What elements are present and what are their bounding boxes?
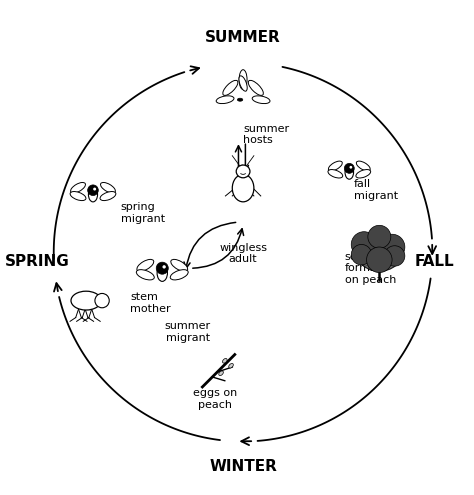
Ellipse shape [219, 371, 223, 376]
Ellipse shape [89, 187, 98, 202]
Circle shape [349, 166, 352, 169]
Ellipse shape [232, 174, 254, 202]
Ellipse shape [137, 270, 154, 280]
Circle shape [351, 245, 372, 265]
Text: stem
mother: stem mother [130, 292, 171, 314]
Text: eggs on
peach: eggs on peach [193, 389, 237, 410]
Ellipse shape [223, 80, 238, 96]
Text: fall
migrant: fall migrant [354, 179, 398, 200]
Ellipse shape [171, 259, 188, 271]
Ellipse shape [356, 161, 370, 171]
Text: WINTER: WINTER [209, 459, 277, 474]
Circle shape [368, 225, 391, 248]
Circle shape [379, 234, 405, 260]
Ellipse shape [239, 76, 247, 91]
Circle shape [344, 163, 354, 173]
Ellipse shape [345, 165, 354, 179]
Ellipse shape [237, 98, 243, 101]
Ellipse shape [70, 192, 86, 200]
Ellipse shape [100, 192, 116, 200]
Circle shape [384, 246, 405, 266]
Ellipse shape [356, 170, 371, 178]
Circle shape [366, 247, 392, 273]
Circle shape [88, 185, 98, 196]
Ellipse shape [137, 259, 154, 271]
Text: SUMMER: SUMMER [205, 30, 281, 45]
Ellipse shape [100, 183, 115, 193]
Circle shape [156, 262, 168, 274]
Text: SPRING: SPRING [5, 254, 70, 269]
Ellipse shape [328, 161, 342, 171]
Ellipse shape [71, 183, 85, 193]
Ellipse shape [170, 270, 188, 280]
Ellipse shape [216, 96, 234, 103]
Ellipse shape [157, 264, 167, 281]
Ellipse shape [229, 363, 233, 368]
Ellipse shape [356, 233, 402, 271]
Circle shape [163, 265, 166, 269]
Ellipse shape [239, 70, 247, 90]
Text: summer
hosts: summer hosts [243, 124, 289, 145]
Ellipse shape [236, 165, 250, 178]
Ellipse shape [328, 170, 343, 178]
Text: wingless
adult: wingless adult [219, 243, 267, 264]
Text: FALL: FALL [415, 254, 455, 269]
Ellipse shape [248, 80, 264, 96]
Ellipse shape [71, 291, 101, 310]
Circle shape [93, 188, 96, 191]
Ellipse shape [252, 96, 270, 103]
Circle shape [95, 294, 109, 308]
Circle shape [351, 232, 377, 257]
Ellipse shape [222, 358, 227, 363]
Text: summer
migrant: summer migrant [164, 321, 211, 343]
Text: spring
migrant: spring migrant [121, 202, 165, 224]
Text: sexual
forms
on peach: sexual forms on peach [345, 251, 396, 285]
